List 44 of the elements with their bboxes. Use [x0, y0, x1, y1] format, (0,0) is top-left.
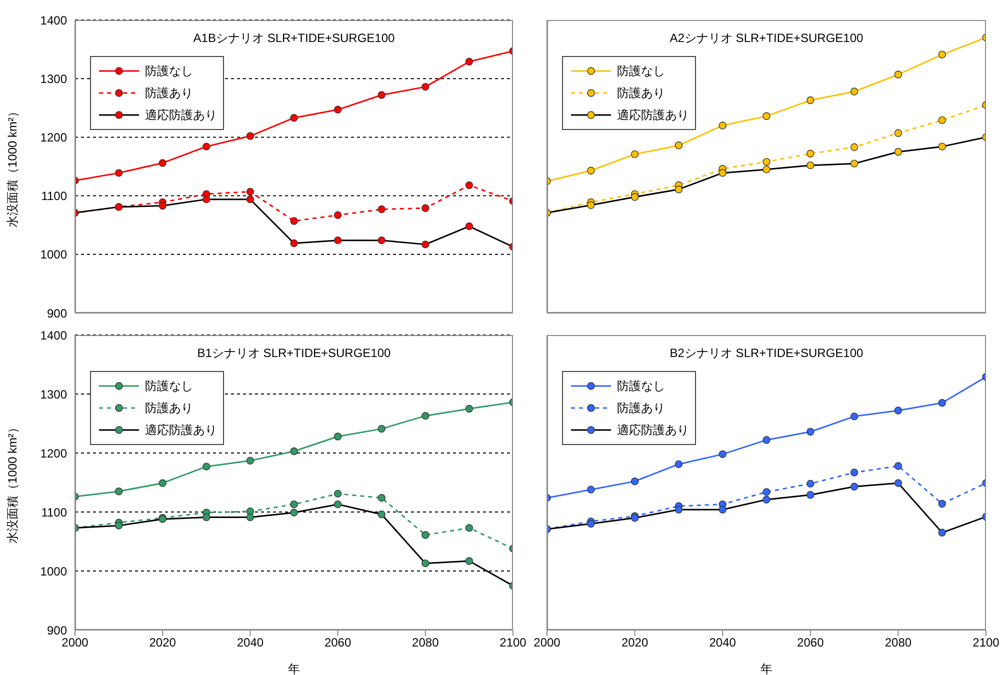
y-tick-label: 1400 — [40, 328, 68, 342]
y-axis-title: 水没面積（1000 km²） — [5, 105, 20, 228]
y-axis-title: 水没面積（1000 km²） — [5, 421, 20, 544]
legend-label: 防護あり — [617, 400, 665, 416]
x-tick-label: 2040 — [236, 636, 264, 650]
y-tick-label: 900 — [46, 623, 68, 638]
y-tick-label: 900 — [46, 306, 68, 320]
y-tick-label: 1200 — [40, 446, 68, 460]
text: A2シナリオ SLR+TIDE+SURGE100 — [668, 30, 864, 47]
legend-label: 防護なし — [145, 62, 193, 80]
y-tick-label: 1400 — [40, 13, 68, 28]
x-tick-label: 2080 — [884, 636, 912, 650]
x-axis-title: 年 — [760, 662, 772, 675]
legend-label: 防護なし — [145, 378, 193, 394]
text: B1シナリオ SLR+TIDE+SURGE100 — [196, 345, 392, 362]
x-axis-title: 年 — [288, 662, 300, 675]
y-tick-label: 1300 — [40, 387, 68, 402]
x-tick-label: 2100 — [972, 636, 1000, 650]
x-tick-label: 2100 — [500, 636, 527, 650]
text: A1Bシナリオ SLR+TIDE+SURGE100 — [192, 30, 396, 47]
y-tick-label: 1200 — [40, 130, 68, 144]
legend-label: 防護なし — [617, 378, 665, 394]
x-tick-label: 2060 — [324, 636, 352, 650]
legend-label: 防護なし — [617, 62, 665, 80]
x-tick-label: 2020 — [149, 636, 176, 650]
y-tick-label: 1000 — [40, 248, 68, 262]
x-tick-label: 2060 — [797, 636, 824, 650]
legend-label: 防護あり — [145, 84, 193, 102]
legend-label: 防護あり — [145, 400, 193, 416]
legend-label: 適応防護あり — [617, 106, 689, 124]
y-tick-label: 1300 — [40, 72, 68, 86]
legend-label: 防護あり — [617, 84, 665, 102]
y-tick-label: 1000 — [40, 564, 68, 578]
x-tick-label: 2040 — [709, 636, 736, 650]
y-tick-label: 1100 — [41, 505, 68, 520]
legend-label: 適応防護あり — [617, 422, 689, 438]
x-tick-label: 2020 — [621, 636, 648, 650]
x-tick-label: 2000 — [534, 636, 561, 650]
y-tick-label: 1100 — [41, 189, 68, 204]
text: B2シナリオ SLR+TIDE+SURGE100 — [668, 345, 864, 362]
legend-label: 適応防護あり — [145, 422, 217, 438]
x-tick-label: 2000 — [62, 636, 89, 650]
x-tick-label: 2080 — [412, 636, 440, 650]
legend-label: 適応防護あり — [145, 106, 217, 124]
